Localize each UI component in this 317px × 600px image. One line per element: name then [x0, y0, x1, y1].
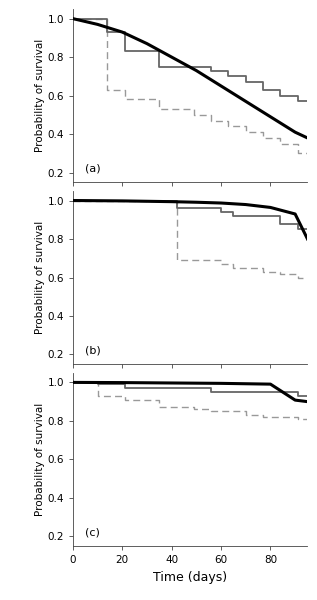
Text: (c): (c) — [85, 527, 100, 538]
X-axis label: Time (days): Time (days) — [153, 571, 227, 584]
Text: (a): (a) — [85, 164, 100, 173]
Y-axis label: Probability of survival: Probability of survival — [35, 403, 45, 516]
Y-axis label: Probability of survival: Probability of survival — [35, 221, 45, 334]
Text: (b): (b) — [85, 346, 100, 355]
Y-axis label: Probability of survival: Probability of survival — [35, 39, 45, 152]
